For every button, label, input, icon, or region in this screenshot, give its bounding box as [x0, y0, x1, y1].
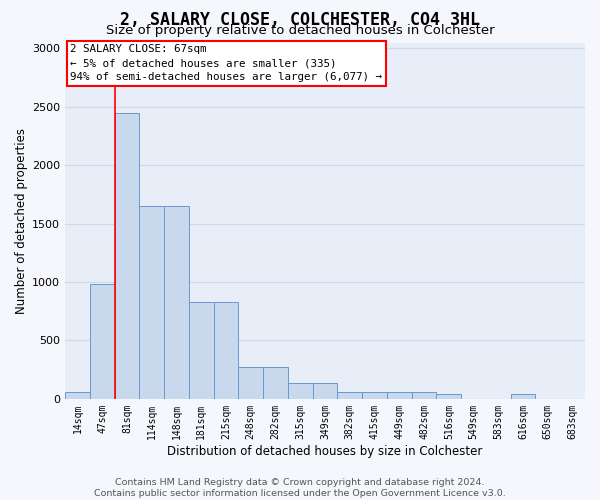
Bar [412, 392, 436, 399]
Text: Size of property relative to detached houses in Colchester: Size of property relative to detached ho… [106, 24, 494, 37]
Bar [436, 394, 461, 399]
Bar [263, 368, 288, 399]
Bar [337, 392, 362, 399]
Bar [139, 206, 164, 399]
Text: Contains HM Land Registry data © Crown copyright and database right 2024.
Contai: Contains HM Land Registry data © Crown c… [94, 478, 506, 498]
Bar [387, 392, 412, 399]
Bar [214, 302, 238, 399]
Bar [238, 368, 263, 399]
Bar [115, 112, 139, 399]
Bar [90, 284, 115, 399]
Bar [164, 206, 189, 399]
Bar [313, 383, 337, 399]
Text: 2 SALARY CLOSE: 67sqm
← 5% of detached houses are smaller (335)
94% of semi-deta: 2 SALARY CLOSE: 67sqm ← 5% of detached h… [70, 44, 382, 82]
Bar [288, 383, 313, 399]
Text: 2, SALARY CLOSE, COLCHESTER, CO4 3HL: 2, SALARY CLOSE, COLCHESTER, CO4 3HL [120, 11, 480, 29]
Bar [189, 302, 214, 399]
Bar [511, 394, 535, 399]
Bar [65, 392, 90, 399]
Bar [362, 392, 387, 399]
Y-axis label: Number of detached properties: Number of detached properties [15, 128, 28, 314]
X-axis label: Distribution of detached houses by size in Colchester: Distribution of detached houses by size … [167, 444, 483, 458]
